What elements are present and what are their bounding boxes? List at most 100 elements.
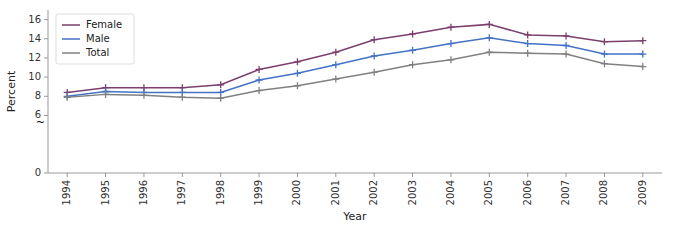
point-marker: [332, 61, 339, 68]
point-marker: [639, 51, 646, 58]
y-tick-label: 10: [28, 71, 41, 82]
x-tick-label: 2001: [330, 180, 341, 205]
x-tick: [220, 173, 221, 177]
point-marker: [524, 40, 531, 47]
y-tick: [44, 19, 48, 20]
x-tick-label: 1995: [100, 180, 111, 205]
point-marker: [447, 56, 454, 63]
point-marker: [217, 95, 224, 102]
point-marker: [179, 94, 186, 101]
y-tick: [44, 57, 48, 58]
point-marker: [371, 53, 378, 60]
y-tick: [44, 173, 48, 174]
point-marker: [409, 61, 416, 68]
legend-swatch: [62, 52, 80, 54]
legend-swatch: [62, 38, 80, 40]
x-tick: [604, 173, 605, 177]
point-marker: [447, 40, 454, 47]
x-tick: [450, 173, 451, 177]
point-marker: [486, 34, 493, 41]
point-marker: [332, 49, 339, 56]
x-tick-label: 2008: [598, 180, 609, 205]
point-marker: [639, 63, 646, 70]
point-marker: [524, 31, 531, 38]
point-marker: [447, 24, 454, 31]
point-marker: [409, 47, 416, 54]
y-tick: [44, 38, 48, 39]
x-tick-label: 1996: [138, 180, 149, 205]
point-marker: [256, 66, 263, 73]
x-tick: [67, 173, 68, 177]
point-marker: [332, 76, 339, 83]
x-tick: [412, 173, 413, 177]
x-tick-label: 2003: [407, 180, 418, 205]
point-marker: [102, 91, 109, 98]
point-marker: [601, 60, 608, 67]
x-axis-label: Year: [342, 210, 367, 223]
x-tick-label: 1997: [176, 180, 187, 205]
point-marker: [217, 81, 224, 88]
x-tick: [143, 173, 144, 177]
x-tick-label: 2007: [560, 180, 571, 205]
point-marker: [563, 32, 570, 39]
point-marker: [524, 50, 531, 57]
x-tick-label: 2002: [368, 180, 379, 205]
point-marker: [64, 93, 71, 100]
y-tick-label: 14: [28, 33, 41, 44]
x-tick: [527, 173, 528, 177]
x-tick: [105, 173, 106, 177]
point-marker: [371, 36, 378, 43]
legend-swatch: [62, 24, 80, 26]
y-tick-label: 8: [35, 90, 41, 101]
series-line: [67, 38, 643, 96]
point-marker: [64, 94, 71, 101]
legend-label: Male: [86, 33, 110, 44]
y-tick-label: 0: [35, 167, 41, 178]
legend: Female Male Total: [56, 14, 134, 64]
plot-area: [64, 21, 647, 102]
point-marker: [639, 37, 646, 44]
point-marker: [294, 70, 301, 77]
y-tick: [44, 96, 48, 97]
series-line: [67, 52, 643, 98]
point-marker: [601, 38, 608, 45]
x-tick-label: 1998: [215, 180, 226, 205]
series-line: [67, 24, 643, 92]
legend-label: Female: [86, 19, 122, 30]
x-tick: [374, 173, 375, 177]
legend-label: Total: [85, 47, 109, 58]
point-marker: [294, 82, 301, 89]
x-tick-label: 2009: [637, 180, 648, 205]
y-tick-label: 16: [28, 14, 41, 25]
x-tick: [297, 173, 298, 177]
x-axis-line: [48, 173, 662, 174]
point-marker: [371, 69, 378, 76]
point-marker: [601, 51, 608, 58]
point-marker: [486, 49, 493, 56]
y-axis-label: Percent: [5, 70, 18, 112]
x-tick-label: 1999: [253, 180, 264, 205]
x-tick-label: 1994: [61, 180, 72, 205]
point-marker: [256, 87, 263, 94]
x-tick-label: 2006: [522, 180, 533, 205]
legend-box: [56, 14, 134, 64]
x-tick: [335, 173, 336, 177]
axis-break: ~: [36, 116, 45, 129]
y-axis-line: [48, 10, 49, 173]
x-tick: [566, 173, 567, 177]
y-tick-label: 12: [28, 52, 41, 63]
x-tick: [259, 173, 260, 177]
point-marker: [140, 92, 147, 99]
chart: 0681012141619941995199619971998199920002…: [0, 0, 674, 225]
point-marker: [256, 76, 263, 83]
x-tick-label: 2000: [291, 180, 302, 205]
x-tick-label: 2005: [483, 180, 494, 205]
x-tick: [489, 173, 490, 177]
x-tick: [182, 173, 183, 177]
x-tick-label: 2004: [445, 180, 456, 205]
y-tick: [44, 77, 48, 78]
point-marker: [563, 42, 570, 49]
x-tick: [642, 173, 643, 177]
point-marker: [563, 51, 570, 58]
point-marker: [409, 30, 416, 37]
